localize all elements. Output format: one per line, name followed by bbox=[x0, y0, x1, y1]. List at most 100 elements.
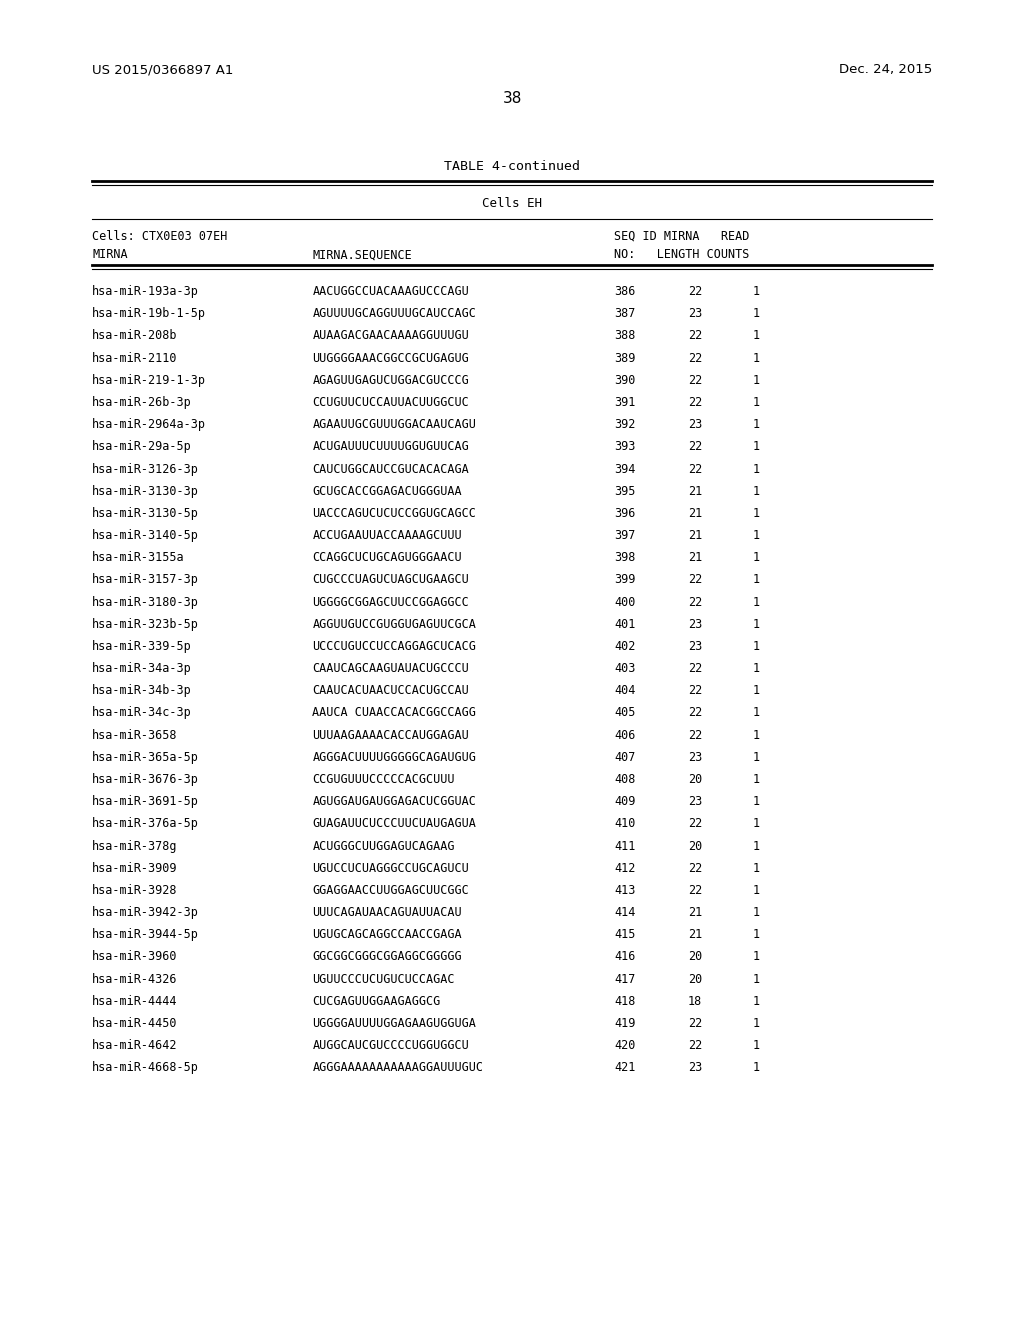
Text: 1: 1 bbox=[753, 618, 760, 631]
Text: CCGUGUUUCCCCCACGCUUU: CCGUGUUUCCCCCACGCUUU bbox=[312, 774, 455, 785]
Text: 1: 1 bbox=[753, 418, 760, 432]
Text: 22: 22 bbox=[688, 1039, 702, 1052]
Text: 1: 1 bbox=[753, 462, 760, 475]
Text: 20: 20 bbox=[688, 973, 702, 986]
Text: 1: 1 bbox=[753, 1016, 760, 1030]
Text: 406: 406 bbox=[614, 729, 636, 742]
Text: NO:   LENGTH COUNTS: NO: LENGTH COUNTS bbox=[614, 248, 750, 261]
Text: 22: 22 bbox=[688, 1016, 702, 1030]
Text: 418: 418 bbox=[614, 995, 636, 1007]
Text: 405: 405 bbox=[614, 706, 636, 719]
Text: 1: 1 bbox=[753, 774, 760, 785]
Text: 21: 21 bbox=[688, 928, 702, 941]
Text: AGGGAAAAAAAAAAAGGAUUUGUC: AGGGAAAAAAAAAAAGGAUUUGUC bbox=[312, 1061, 483, 1074]
Text: 23: 23 bbox=[688, 795, 702, 808]
Text: CCUGUUCUCCAUUACUUGGCUC: CCUGUUCUCCAUUACUUGGCUC bbox=[312, 396, 469, 409]
Text: 1: 1 bbox=[753, 950, 760, 964]
Text: hsa-miR-3944-5p: hsa-miR-3944-5p bbox=[92, 928, 199, 941]
Text: 1: 1 bbox=[753, 817, 760, 830]
Text: GGCGGCGGGCGGAGGCGGGGG: GGCGGCGGGCGGAGGCGGGGG bbox=[312, 950, 462, 964]
Text: 1: 1 bbox=[753, 507, 760, 520]
Text: 21: 21 bbox=[688, 484, 702, 498]
Text: 1: 1 bbox=[753, 751, 760, 764]
Text: 404: 404 bbox=[614, 684, 636, 697]
Text: hsa-miR-3691-5p: hsa-miR-3691-5p bbox=[92, 795, 199, 808]
Text: AGAAUUGCGUUUGGACAAUCAGU: AGAAUUGCGUUUGGACAAUCAGU bbox=[312, 418, 476, 432]
Text: UCCCUGUCCUCCAGGAGCUCACG: UCCCUGUCCUCCAGGAGCUCACG bbox=[312, 640, 476, 653]
Text: 1: 1 bbox=[753, 595, 760, 609]
Text: hsa-miR-376a-5p: hsa-miR-376a-5p bbox=[92, 817, 199, 830]
Text: US 2015/0366897 A1: US 2015/0366897 A1 bbox=[92, 63, 233, 77]
Text: 23: 23 bbox=[688, 418, 702, 432]
Text: hsa-miR-3928: hsa-miR-3928 bbox=[92, 884, 177, 896]
Text: 421: 421 bbox=[614, 1061, 636, 1074]
Text: 21: 21 bbox=[688, 507, 702, 520]
Text: 1: 1 bbox=[753, 351, 760, 364]
Text: TABLE 4-continued: TABLE 4-continued bbox=[444, 160, 580, 173]
Text: UGGGGAUUUUGGAGAAGUGGUGA: UGGGGAUUUUGGAGAAGUGGUGA bbox=[312, 1016, 476, 1030]
Text: CCAGGCUCUGCAGUGGGAACU: CCAGGCUCUGCAGUGGGAACU bbox=[312, 552, 462, 564]
Text: MIRNA.SEQUENCE: MIRNA.SEQUENCE bbox=[312, 248, 412, 261]
Text: hsa-miR-339-5p: hsa-miR-339-5p bbox=[92, 640, 191, 653]
Text: 22: 22 bbox=[688, 285, 702, 298]
Text: UGUGCAGCAGGCCAACCGAGA: UGUGCAGCAGGCCAACCGAGA bbox=[312, 928, 462, 941]
Text: hsa-miR-2964a-3p: hsa-miR-2964a-3p bbox=[92, 418, 206, 432]
Text: 1: 1 bbox=[753, 1061, 760, 1074]
Text: hsa-miR-3157-3p: hsa-miR-3157-3p bbox=[92, 573, 199, 586]
Text: 18: 18 bbox=[688, 995, 702, 1007]
Text: 22: 22 bbox=[688, 330, 702, 342]
Text: hsa-miR-19b-1-5p: hsa-miR-19b-1-5p bbox=[92, 308, 206, 321]
Text: 1: 1 bbox=[753, 552, 760, 564]
Text: 1: 1 bbox=[753, 285, 760, 298]
Text: hsa-miR-193a-3p: hsa-miR-193a-3p bbox=[92, 285, 199, 298]
Text: 386: 386 bbox=[614, 285, 636, 298]
Text: 1: 1 bbox=[753, 374, 760, 387]
Text: 22: 22 bbox=[688, 663, 702, 675]
Text: 388: 388 bbox=[614, 330, 636, 342]
Text: 20: 20 bbox=[688, 774, 702, 785]
Text: hsa-miR-3942-3p: hsa-miR-3942-3p bbox=[92, 906, 199, 919]
Text: 403: 403 bbox=[614, 663, 636, 675]
Text: AACUGGCCUACAAAGUCCCAGU: AACUGGCCUACAAAGUCCCAGU bbox=[312, 285, 469, 298]
Text: AUAAGACGAACAAAAGGUUUGU: AUAAGACGAACAAAAGGUUUGU bbox=[312, 330, 469, 342]
Text: 1: 1 bbox=[753, 396, 760, 409]
Text: UUUCAGAUAACAGUAUUACAU: UUUCAGAUAACAGUAUUACAU bbox=[312, 906, 462, 919]
Text: UUUAAGAAAACACCAUGGAGAU: UUUAAGAAAACACCAUGGAGAU bbox=[312, 729, 469, 742]
Text: AAUCA CUAACCACACGGCCAGG: AAUCA CUAACCACACGGCCAGG bbox=[312, 706, 476, 719]
Text: 20: 20 bbox=[688, 950, 702, 964]
Text: 22: 22 bbox=[688, 817, 702, 830]
Text: hsa-miR-2110: hsa-miR-2110 bbox=[92, 351, 177, 364]
Text: UACCCAGUCUCUCCGGUGCAGCC: UACCCAGUCUCUCCGGUGCAGCC bbox=[312, 507, 476, 520]
Text: Dec. 24, 2015: Dec. 24, 2015 bbox=[839, 63, 932, 77]
Text: 415: 415 bbox=[614, 928, 636, 941]
Text: 412: 412 bbox=[614, 862, 636, 875]
Text: 1: 1 bbox=[753, 441, 760, 453]
Text: hsa-miR-4668-5p: hsa-miR-4668-5p bbox=[92, 1061, 199, 1074]
Text: 23: 23 bbox=[688, 308, 702, 321]
Text: 411: 411 bbox=[614, 840, 636, 853]
Text: 402: 402 bbox=[614, 640, 636, 653]
Text: 22: 22 bbox=[688, 884, 702, 896]
Text: 22: 22 bbox=[688, 441, 702, 453]
Text: hsa-miR-378g: hsa-miR-378g bbox=[92, 840, 177, 853]
Text: 394: 394 bbox=[614, 462, 636, 475]
Text: MIRNA: MIRNA bbox=[92, 248, 128, 261]
Text: UUGGGGAAACGGCCGCUGAGUG: UUGGGGAAACGGCCGCUGAGUG bbox=[312, 351, 469, 364]
Text: 1: 1 bbox=[753, 640, 760, 653]
Text: 21: 21 bbox=[688, 906, 702, 919]
Text: 22: 22 bbox=[688, 396, 702, 409]
Text: 38: 38 bbox=[503, 91, 521, 106]
Text: hsa-miR-3909: hsa-miR-3909 bbox=[92, 862, 177, 875]
Text: hsa-miR-3130-5p: hsa-miR-3130-5p bbox=[92, 507, 199, 520]
Text: 1: 1 bbox=[753, 862, 760, 875]
Text: hsa-miR-3676-3p: hsa-miR-3676-3p bbox=[92, 774, 199, 785]
Text: 391: 391 bbox=[614, 396, 636, 409]
Text: 1: 1 bbox=[753, 729, 760, 742]
Text: 21: 21 bbox=[688, 552, 702, 564]
Text: hsa-miR-208b: hsa-miR-208b bbox=[92, 330, 177, 342]
Text: CAAUCAGCAAGUAUACUGCCCU: CAAUCAGCAAGUAUACUGCCCU bbox=[312, 663, 469, 675]
Text: hsa-miR-219-1-3p: hsa-miR-219-1-3p bbox=[92, 374, 206, 387]
Text: 22: 22 bbox=[688, 684, 702, 697]
Text: GUAGAUUCUCCCUUCUAUGAGUA: GUAGAUUCUCCCUUCUAUGAGUA bbox=[312, 817, 476, 830]
Text: 22: 22 bbox=[688, 351, 702, 364]
